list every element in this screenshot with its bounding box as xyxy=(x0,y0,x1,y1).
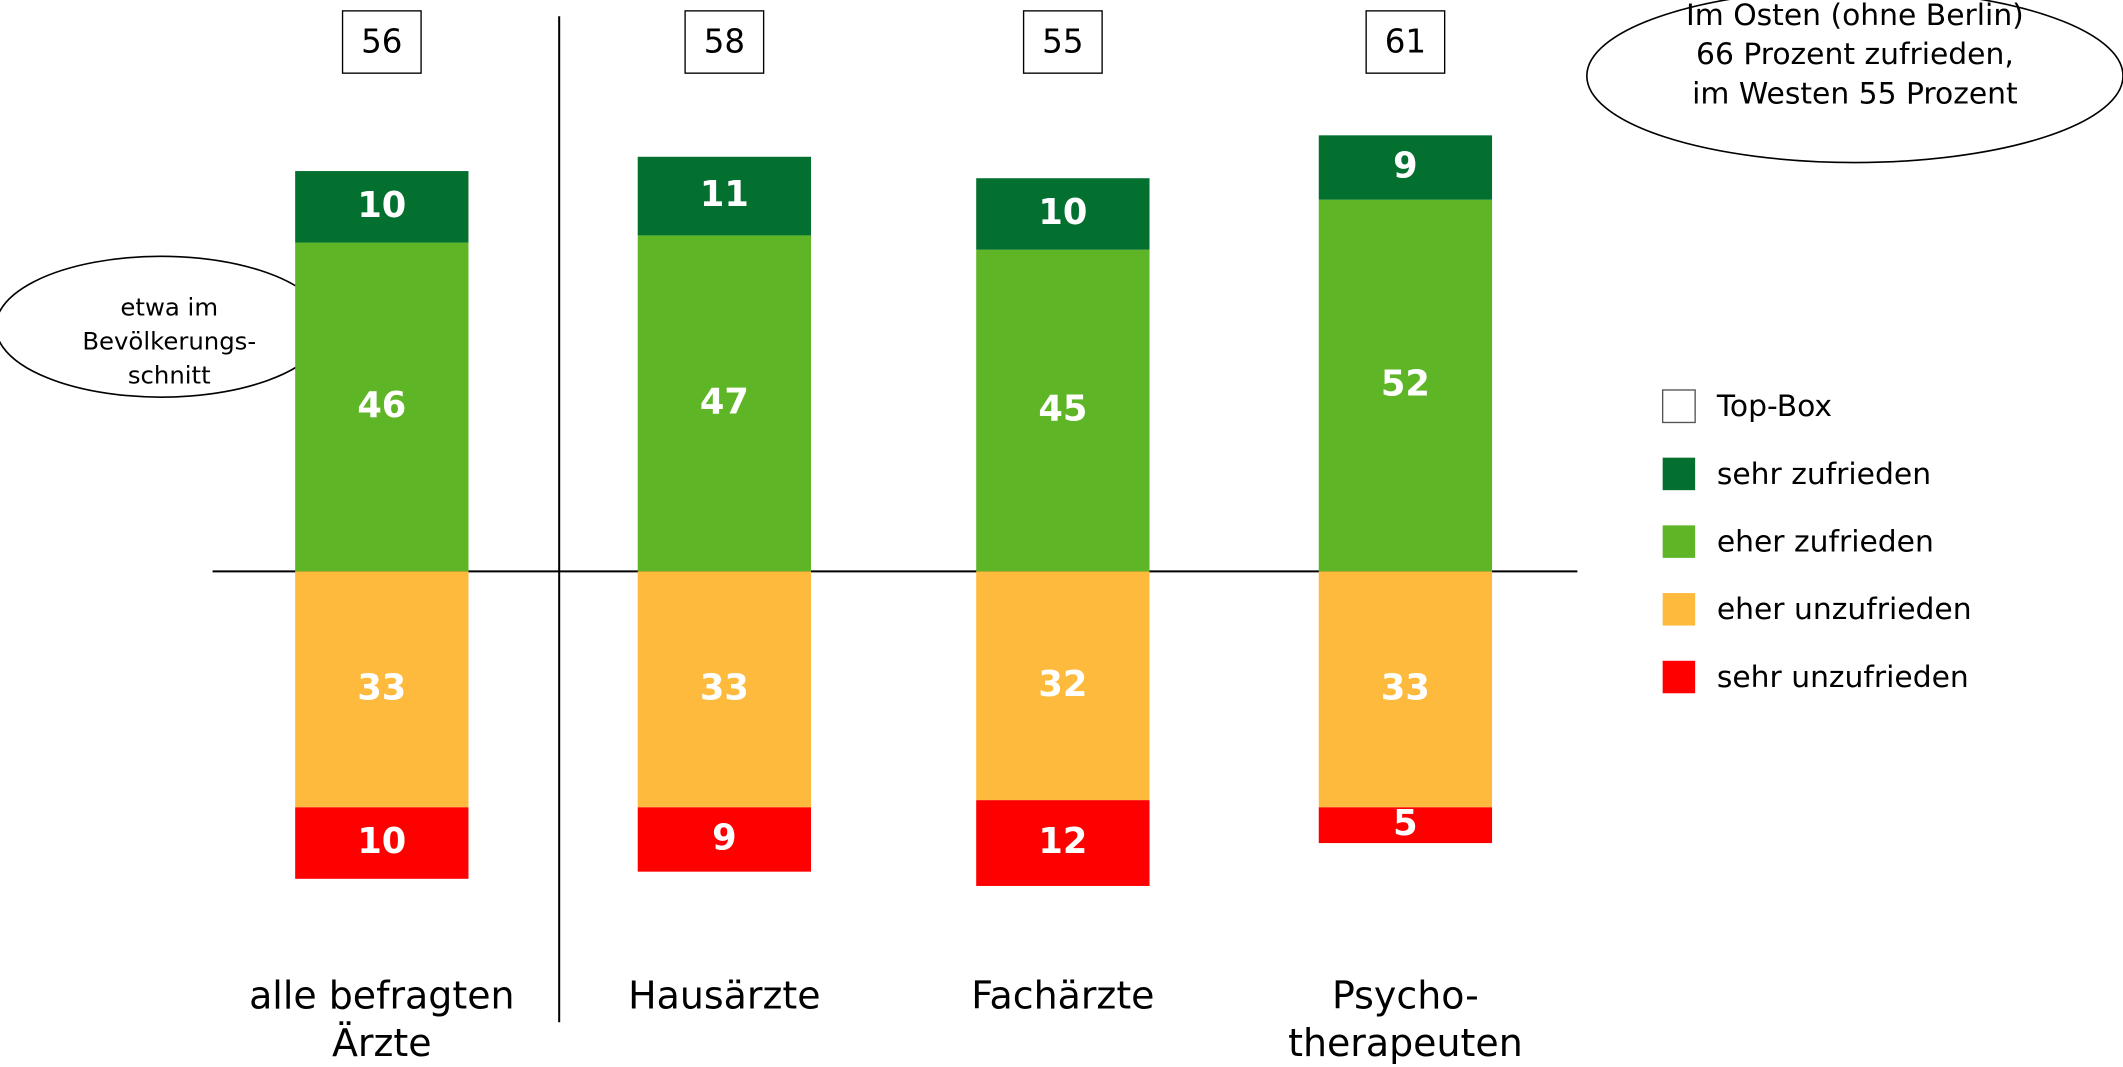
top-box-label: 56 xyxy=(361,22,402,60)
value-label: 5 xyxy=(1393,803,1417,844)
bar-segment xyxy=(295,242,469,572)
top-box-label: 55 xyxy=(1042,22,1083,60)
bar-segment xyxy=(295,807,469,879)
bar-segment xyxy=(1318,571,1493,808)
bar-segment xyxy=(976,249,1150,572)
value-label: 10 xyxy=(1038,192,1087,233)
bar-segment xyxy=(1318,199,1493,572)
bar-segment xyxy=(1318,807,1493,844)
value-label: 33 xyxy=(357,667,406,708)
legend-swatch xyxy=(1662,660,1696,694)
bar-segment xyxy=(976,800,1150,886)
top-box xyxy=(1022,10,1103,74)
top-box xyxy=(1365,10,1446,74)
bar-segment xyxy=(637,571,812,808)
value-label: 45 xyxy=(1038,389,1087,430)
bar-segment xyxy=(637,235,812,572)
category-label: Hausärzte xyxy=(628,973,820,1017)
annotation: im Westen 55 Prozent xyxy=(1692,76,2018,111)
bar-segment xyxy=(976,178,1150,250)
value-label: 32 xyxy=(1038,664,1087,705)
bar-segment xyxy=(295,571,469,808)
annotation: etwa im xyxy=(120,293,218,322)
ellipse xyxy=(1586,0,2123,164)
value-label: 46 xyxy=(357,385,406,426)
annotation: 66 Prozent zufrieden, xyxy=(1696,37,2014,72)
category-label: Fachärzte xyxy=(971,973,1154,1017)
category-label: Ärzte xyxy=(332,1021,432,1065)
legend-swatch xyxy=(1662,457,1696,491)
value-label: 33 xyxy=(1381,667,1430,708)
value-label: 10 xyxy=(357,821,406,862)
value-label: 33 xyxy=(700,667,749,708)
value-label: 52 xyxy=(1381,364,1430,405)
legend-label: sehr unzufrieden xyxy=(1717,660,1969,695)
category-label: alle befragten xyxy=(249,973,514,1017)
legend-label: Top-Box xyxy=(1716,389,1832,424)
bar-segment xyxy=(637,807,812,872)
value-label: 10 xyxy=(357,185,406,226)
bubble-right: Im Osten (ohne Berlin) 66 Prozent zufrie… xyxy=(1586,0,2123,164)
top-box-label: 61 xyxy=(1385,22,1426,60)
category-label: Psycho- xyxy=(1332,973,1479,1017)
bar-segment xyxy=(295,171,469,243)
top-box-label: 58 xyxy=(704,22,745,60)
annotation: schnitt xyxy=(128,360,211,389)
annotation: Bevölkerungs- xyxy=(82,327,256,356)
speech-bubble xyxy=(0,255,377,398)
bar-segment xyxy=(976,571,1150,801)
value-label: 9 xyxy=(712,817,736,858)
legend-swatch xyxy=(1661,389,1696,424)
top-box xyxy=(684,10,765,74)
legend-label: eher zufrieden xyxy=(1717,524,1934,559)
legend-swatch xyxy=(1662,525,1696,558)
bar-segment xyxy=(637,156,812,236)
value-label: 47 xyxy=(700,381,749,422)
bar-segment xyxy=(1318,135,1493,200)
value-label: 11 xyxy=(700,174,749,215)
legend-label: eher unzufrieden xyxy=(1717,592,1972,627)
legend-swatch xyxy=(1662,593,1696,626)
bubble-left: etwa im Bevölkerungs- schnitt xyxy=(0,255,377,398)
category-label: therapeuten xyxy=(1288,1021,1523,1065)
legend-label: sehr zufrieden xyxy=(1717,457,1931,492)
annotation: Im Osten (ohne Berlin) xyxy=(1686,0,2024,33)
value-label: 9 xyxy=(1393,145,1417,186)
value-label: 12 xyxy=(1038,821,1087,862)
top-box xyxy=(341,10,422,74)
